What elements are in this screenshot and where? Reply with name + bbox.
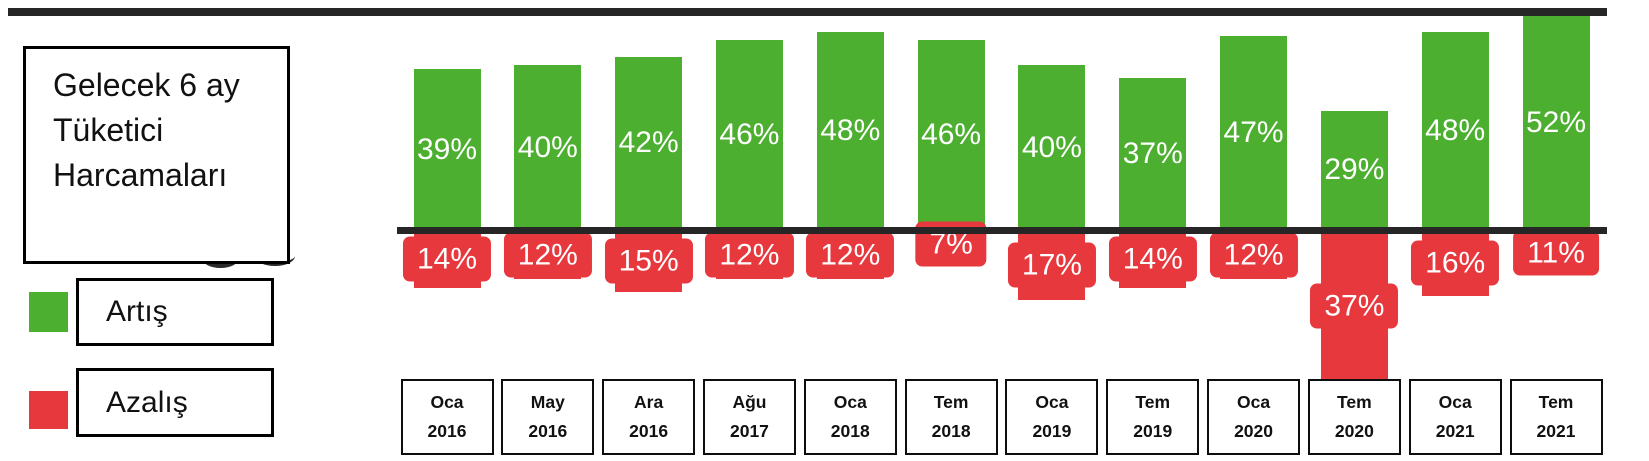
category-box: May 2016 (501, 379, 595, 455)
category-box: Tem 2018 (904, 379, 998, 455)
category-box: Oca 2020 (1207, 379, 1301, 455)
legend-label-box: Azalış (76, 368, 274, 437)
category-month: Ara (634, 392, 664, 412)
category-month: Tem (1337, 392, 1372, 412)
category-month: May (530, 392, 565, 412)
increase-bar: 48% (816, 32, 884, 230)
increase-value-label: 29% (1324, 153, 1385, 187)
category-box: Oca 2021 (1408, 379, 1502, 455)
decrease-bar: 14% (1108, 230, 1197, 288)
decrease-bar: 14% (402, 230, 492, 288)
increase-value-label: 42% (618, 126, 679, 160)
category-year: 2017 (729, 421, 769, 441)
increase-value-label: 52% (1525, 105, 1587, 139)
increase-bar: 37% (1119, 77, 1187, 230)
increase-value-label: 46% (921, 118, 982, 152)
decrease-legend-label: Azalış (106, 385, 188, 419)
category-month: Oca (430, 392, 464, 412)
category-year: 2021 (1435, 421, 1475, 441)
increase-bar: 46% (715, 40, 783, 230)
category-month: Oca (1438, 392, 1472, 412)
decrease-value-label: 12% (806, 232, 895, 278)
category-month: Tem (1135, 392, 1171, 412)
category-box: Oca 2019 (1005, 379, 1099, 455)
chart-title-line: Tüketici (53, 112, 164, 148)
increase-bar: 46% (917, 40, 985, 230)
category-year: 2016 (528, 421, 568, 441)
category-month: Tem (933, 392, 969, 412)
increase-bar: 29% (1320, 110, 1388, 230)
chart-title-box: Gelecek 6 ay Tüketici Harcamaları (23, 46, 290, 264)
underlying-curve-artifact (202, 256, 239, 268)
axis-baseline (397, 227, 1607, 234)
category-year: 2018 (931, 421, 971, 441)
decrease-bar: 12% (1209, 230, 1298, 280)
category-month: Oca (833, 392, 867, 412)
increase-value-label: 40% (1021, 130, 1082, 164)
category-year: 2020 (1234, 421, 1274, 441)
increase-bar: 52% (1522, 15, 1590, 230)
category-year: 2018 (830, 421, 870, 441)
decrease-bar: 12% (806, 230, 895, 280)
increase-bar: 48% (1421, 32, 1489, 230)
category-year: 2016 (629, 421, 669, 441)
category-box: Tem 2020 (1307, 379, 1401, 455)
category-month: Oca (1237, 392, 1271, 412)
decrease-value-label: 14% (402, 236, 492, 282)
category-month: Oca (1035, 392, 1069, 412)
increase-value-label: 37% (1122, 136, 1183, 170)
category-month: Tem (1538, 392, 1574, 412)
decrease-value-label: 37% (1310, 283, 1399, 329)
legend-label-box: Artış (76, 278, 274, 346)
decrease-value-label: 16% (1411, 240, 1500, 286)
decrease-value-label: 12% (705, 232, 794, 278)
decrease-legend-swatch (29, 391, 68, 429)
increase-legend-label: Artış (106, 295, 168, 328)
decrease-value-label: 11% (1513, 230, 1599, 276)
category-box: Ara 2016 (602, 379, 696, 455)
decrease-value-label: 15% (604, 238, 693, 284)
chart-title-line: Harcamaları (53, 157, 228, 193)
category-year: 2019 (1133, 421, 1173, 441)
increase-bar: 40% (1018, 65, 1086, 230)
category-box: Oca 2018 (803, 379, 897, 455)
category-year: 2016 (427, 421, 467, 441)
decrease-bar: 12% (503, 230, 592, 280)
category-year: 2020 (1334, 421, 1374, 441)
chart-title-line: Gelecek 6 ay (53, 67, 240, 103)
top-border-bar (8, 8, 1607, 16)
decrease-bar: 16% (1411, 230, 1500, 296)
decrease-bar: 37% (1310, 230, 1399, 383)
decrease-value-label: 17% (1007, 242, 1096, 288)
increase-value-label: 47% (1223, 116, 1284, 150)
decrease-bar: 12% (705, 230, 794, 280)
decrease-bar: 17% (1007, 230, 1096, 301)
category-year: 2021 (1536, 421, 1576, 441)
increase-bar: 47% (1220, 36, 1288, 230)
increase-bar: 42% (615, 56, 683, 230)
decrease-value-label: 12% (1209, 232, 1298, 278)
increase-value-label: 48% (820, 114, 881, 148)
decrease-bar: 11% (1513, 230, 1599, 276)
decrease-value-label: 14% (1108, 236, 1197, 282)
increase-bar: 40% (514, 65, 582, 230)
category-month: Ağu (732, 392, 767, 412)
decrease-bar: 15% (604, 230, 693, 292)
category-box: Oca 2016 (400, 379, 494, 455)
category-year: 2019 (1032, 421, 1072, 441)
underlying-curve-artifact (255, 254, 295, 266)
increase-legend-swatch (29, 292, 68, 332)
category-box: Tem 2019 (1106, 379, 1200, 455)
decrease-bar: 7% (915, 221, 987, 267)
increase-value-label: 39% (416, 132, 478, 166)
category-box: Ağu 2017 (702, 379, 796, 455)
category-box: Tem 2021 (1509, 379, 1603, 455)
increase-value-label: 48% (1425, 114, 1486, 148)
increase-value-label: 40% (517, 130, 578, 164)
increase-bar: 39% (413, 69, 481, 230)
decrease-value-label: 12% (503, 232, 592, 278)
increase-value-label: 46% (719, 118, 780, 152)
